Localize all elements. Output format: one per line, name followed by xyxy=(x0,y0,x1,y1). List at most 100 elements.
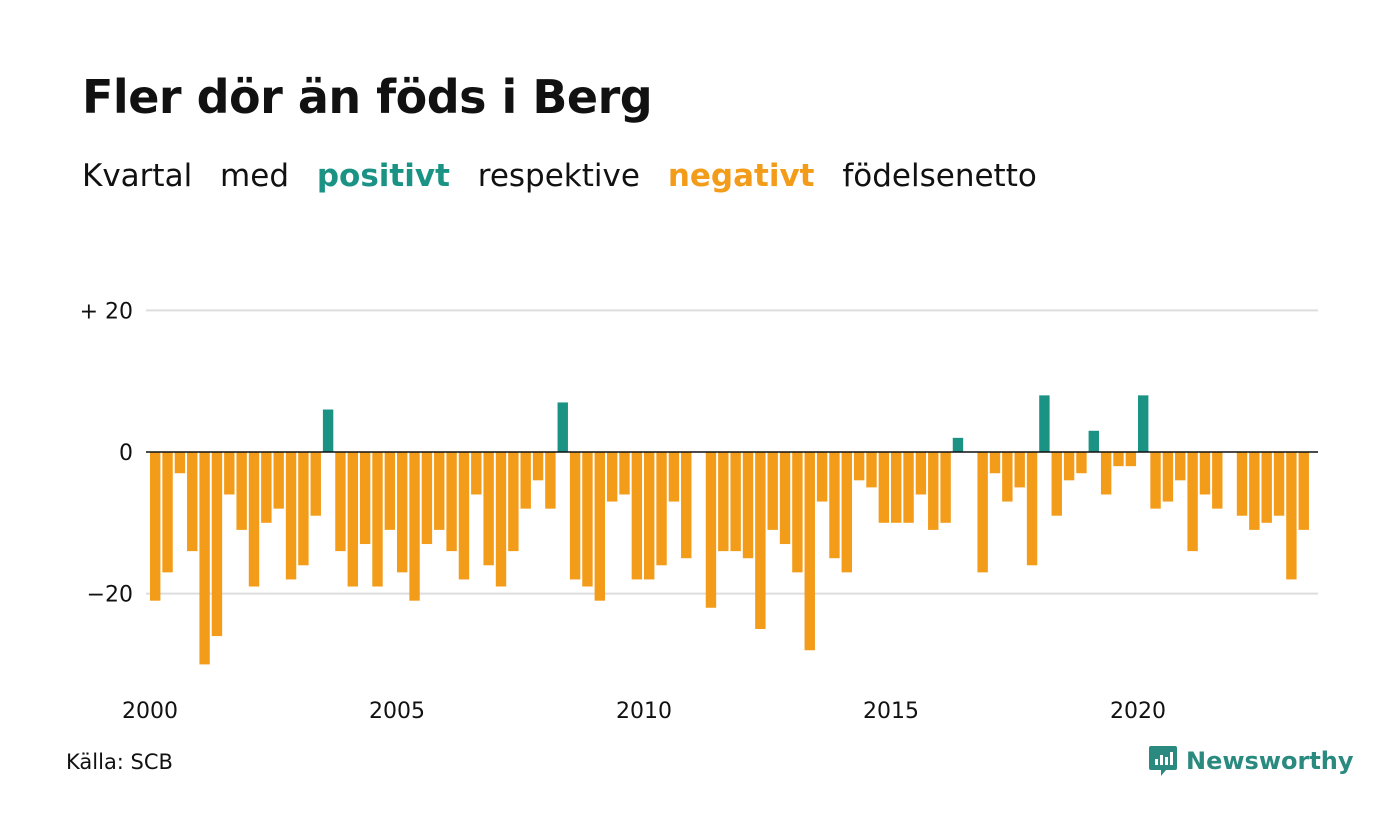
newsworthy-logo-icon xyxy=(1149,746,1177,776)
bar xyxy=(1199,452,1211,495)
bar xyxy=(903,452,914,523)
subtitle-part-1: Kvartal xyxy=(82,158,193,194)
x-tick-label: 2010 xyxy=(616,699,672,724)
bar xyxy=(891,452,902,523)
bar xyxy=(977,452,988,573)
bar xyxy=(730,452,741,552)
bar xyxy=(915,452,927,495)
bar xyxy=(989,452,1001,474)
bar xyxy=(520,452,531,509)
bar xyxy=(1100,452,1112,495)
bar xyxy=(619,452,630,495)
bar xyxy=(1162,452,1174,502)
subtitle-part-2: med xyxy=(220,158,289,194)
bar xyxy=(1026,452,1038,566)
bar xyxy=(495,452,507,587)
bar xyxy=(347,452,358,587)
bar xyxy=(1187,452,1198,552)
bar xyxy=(211,452,223,637)
bar xyxy=(1150,452,1161,509)
bar xyxy=(471,452,482,495)
bar xyxy=(1051,452,1062,516)
subtitle-negative-word: negativt xyxy=(667,158,815,194)
bar xyxy=(940,452,951,523)
bar xyxy=(1273,452,1285,516)
bar xyxy=(853,452,865,481)
bar xyxy=(779,452,791,545)
x-tick-label: 2005 xyxy=(369,699,425,724)
bar xyxy=(816,452,828,502)
bar xyxy=(1249,452,1260,530)
bar xyxy=(483,452,494,566)
bar xyxy=(1298,452,1309,530)
bar xyxy=(668,452,680,502)
bar xyxy=(1175,452,1186,481)
bar xyxy=(928,452,939,530)
bar xyxy=(878,452,890,523)
bar xyxy=(199,452,210,665)
bar xyxy=(1212,452,1223,509)
x-tick-label: 2000 xyxy=(122,699,178,724)
x-tick-label: 2020 xyxy=(1110,699,1166,724)
bar xyxy=(298,452,309,566)
bar xyxy=(248,452,260,587)
bar xyxy=(841,452,852,573)
y-tick-label: 0 xyxy=(119,441,133,466)
bar xyxy=(545,452,556,509)
axis-labels: + 20 0 −20 2000 2005 2010 2015 2020 xyxy=(80,299,1166,724)
bar xyxy=(397,452,408,573)
subtitle-part-4: födelsenetto xyxy=(842,158,1037,194)
bar xyxy=(1286,452,1297,580)
bar xyxy=(508,452,519,552)
bar xyxy=(718,452,729,552)
bar xyxy=(755,452,766,629)
bar xyxy=(606,452,618,502)
bar xyxy=(322,409,334,452)
bar xyxy=(1236,452,1248,516)
bar xyxy=(532,452,544,481)
bar xyxy=(310,452,321,516)
bar xyxy=(162,452,173,573)
bar xyxy=(557,402,568,452)
y-tick-label: −20 xyxy=(87,583,133,608)
bar xyxy=(1063,452,1075,481)
bar xyxy=(421,452,433,545)
bar xyxy=(1138,395,1149,452)
grid-lines xyxy=(146,309,1318,595)
bar xyxy=(446,452,457,552)
bar xyxy=(705,452,717,608)
bar xyxy=(1014,452,1025,488)
bar xyxy=(569,452,581,580)
subtitle-positive-word: positivt xyxy=(316,158,450,194)
bar xyxy=(150,452,161,601)
bar xyxy=(742,452,754,559)
bar xyxy=(273,452,284,509)
bar xyxy=(384,452,396,530)
bar xyxy=(866,452,877,488)
bar xyxy=(236,452,247,530)
bar xyxy=(434,452,445,530)
source-label: Källa: SCB xyxy=(66,750,173,774)
bar xyxy=(952,437,964,452)
bar xyxy=(1261,452,1272,523)
bar xyxy=(644,452,655,580)
bars xyxy=(150,395,1309,665)
bar xyxy=(1088,430,1099,452)
bar xyxy=(1076,452,1087,474)
bar xyxy=(224,452,235,495)
chart-subtitle: Kvartal med positivt respektive negativt… xyxy=(82,158,1055,194)
bar xyxy=(372,452,383,587)
brand[interactable]: Newsworthy xyxy=(1148,744,1354,778)
bar xyxy=(1125,452,1137,467)
bar xyxy=(656,452,667,566)
bar xyxy=(1113,452,1124,467)
bar xyxy=(335,452,346,552)
bar xyxy=(792,452,803,573)
bar xyxy=(804,452,815,651)
bar xyxy=(409,452,420,601)
bar xyxy=(681,452,692,559)
bar xyxy=(187,452,198,552)
chart-title: Fler dör än föds i Berg xyxy=(82,70,653,124)
bar xyxy=(458,452,470,580)
